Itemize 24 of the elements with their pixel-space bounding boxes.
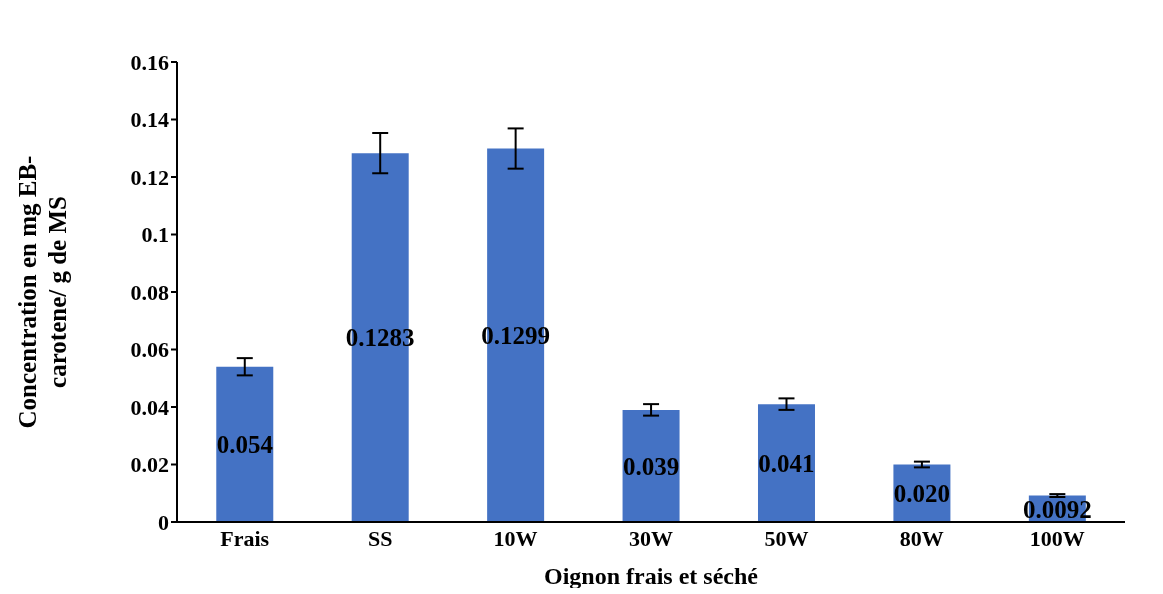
y-tick-label: 0.02 xyxy=(130,452,169,478)
x-tick-label: 50W xyxy=(764,525,809,551)
y-tick-label: 0 xyxy=(158,509,169,535)
y-tick-label: 0.16 xyxy=(130,49,169,75)
y-tick-label: 0.1 xyxy=(141,222,169,248)
bar xyxy=(622,409,680,522)
bar xyxy=(757,404,815,522)
y-tick-label: 0.04 xyxy=(130,394,169,420)
y-axis-title: Concentration en mg EB-carotene/ g de MS xyxy=(14,155,71,429)
x-tick-label: 80W xyxy=(899,525,944,551)
data-label: 0.041 xyxy=(758,449,815,477)
data-label: 0.054 xyxy=(216,431,274,459)
x-tick-label: 10W xyxy=(493,525,538,551)
bar xyxy=(216,366,274,522)
y-tick-label: 0.06 xyxy=(130,337,169,363)
y-tick-label: 0.14 xyxy=(130,107,169,133)
x-tick-label: SS xyxy=(367,525,393,551)
y-tick-label: 0.12 xyxy=(130,164,169,190)
x-tick-label: 30W xyxy=(629,525,673,551)
data-label: 0.039 xyxy=(622,452,680,480)
data-label: 0.020 xyxy=(893,480,951,508)
x-tick-label: Frais xyxy=(220,525,270,551)
y-tick-label: 0.08 xyxy=(130,279,169,305)
x-tick-label: 100W xyxy=(1029,525,1085,551)
